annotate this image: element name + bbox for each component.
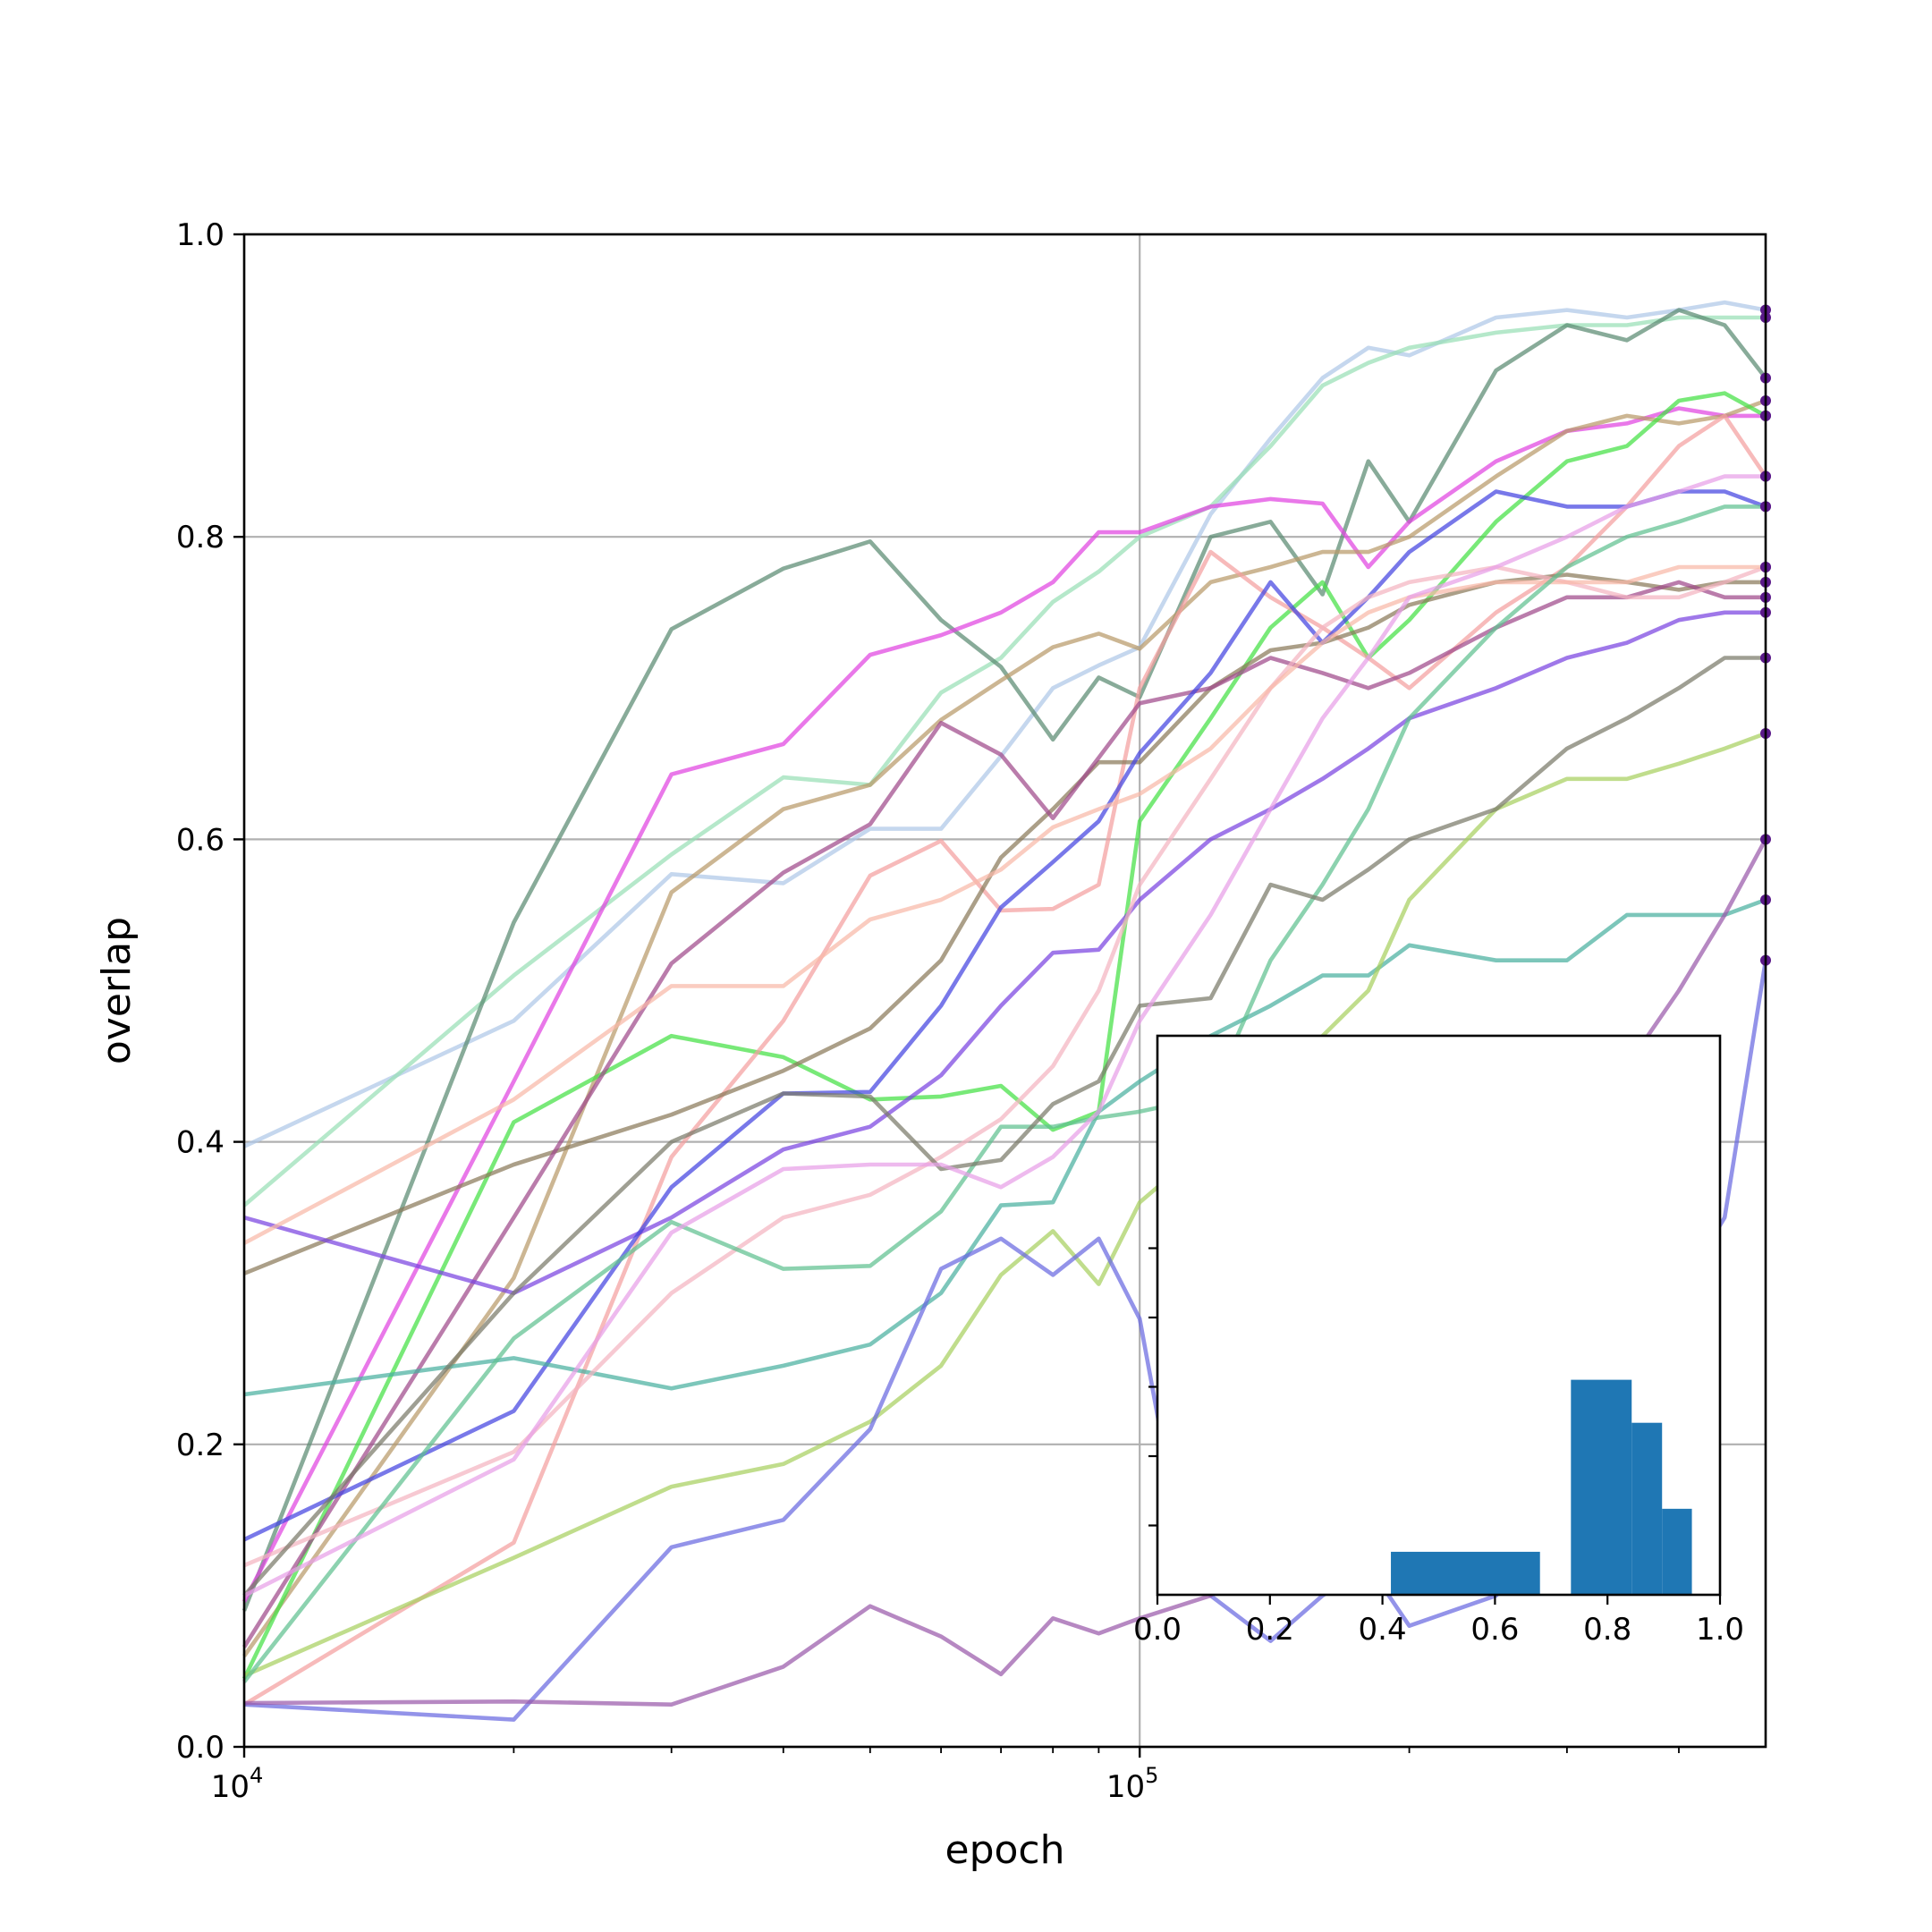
hist-bar-2: [1631, 1422, 1663, 1595]
series-line-3: [242, 406, 1766, 1603]
inset-histogram: 0.0 0.2 0.4 0.6 0.8 1.0: [1133, 1034, 1744, 1648]
x-axis-label: epoch: [945, 1827, 1065, 1873]
main-plot-frame: [242, 233, 1767, 1749]
main-x-ticks: 104 105: [211, 1747, 1680, 1805]
inset-y-ticks: [1148, 1247, 1157, 1527]
series-line-15: [243, 564, 1767, 1568]
y-tick-label-2: 0.4: [176, 1125, 225, 1161]
series-line-18: [242, 656, 1766, 1597]
inset-x-tick-label-3: 0.6: [1470, 1612, 1519, 1648]
y-tick-label-3: 0.6: [176, 822, 225, 858]
series-line-9: [243, 610, 1766, 1295]
series-line-6: [242, 413, 1767, 1707]
series-line-2: [242, 308, 1767, 1612]
inset-x-ticks: 0.0 0.2 0.4 0.6 0.8 1.0: [1133, 1595, 1744, 1648]
series-line-8: [242, 580, 1766, 1648]
x-tick-label-0: 104: [211, 1763, 264, 1805]
series-line-19: [242, 474, 1766, 1597]
inset-bars: [1391, 1379, 1692, 1595]
inset-x-tick-label-1: 0.2: [1246, 1612, 1294, 1648]
x-tick-label-1: 105: [1106, 1763, 1159, 1805]
y-tick-label-1: 0.2: [176, 1428, 225, 1463]
y-tick-label-0: 0.0: [176, 1730, 225, 1766]
y-tick-label-4: 0.8: [176, 520, 225, 555]
main-y-ticks: 0.0 0.2 0.4 0.6 0.8 1.0: [176, 217, 244, 1766]
inset-frame: [1156, 1034, 1722, 1597]
hist-bar-1: [1571, 1379, 1632, 1595]
inset-x-tick-label-4: 0.8: [1583, 1612, 1631, 1648]
series-line-0: [243, 300, 1767, 1148]
series-line-5: [242, 391, 1767, 1680]
y-tick-label-5: 1.0: [176, 217, 225, 253]
series-line-4: [242, 398, 1767, 1657]
hist-bar-3: [1662, 1508, 1692, 1595]
inset-x-tick-label-2: 0.4: [1359, 1612, 1407, 1648]
hist-bar-0: [1391, 1551, 1540, 1595]
series-line-16: [242, 564, 1766, 1245]
y-axis-label: overlap: [94, 917, 140, 1064]
inset-x-tick-label-5: 1.0: [1696, 1612, 1744, 1648]
inset-x-tick-label-0: 0.0: [1133, 1612, 1182, 1648]
